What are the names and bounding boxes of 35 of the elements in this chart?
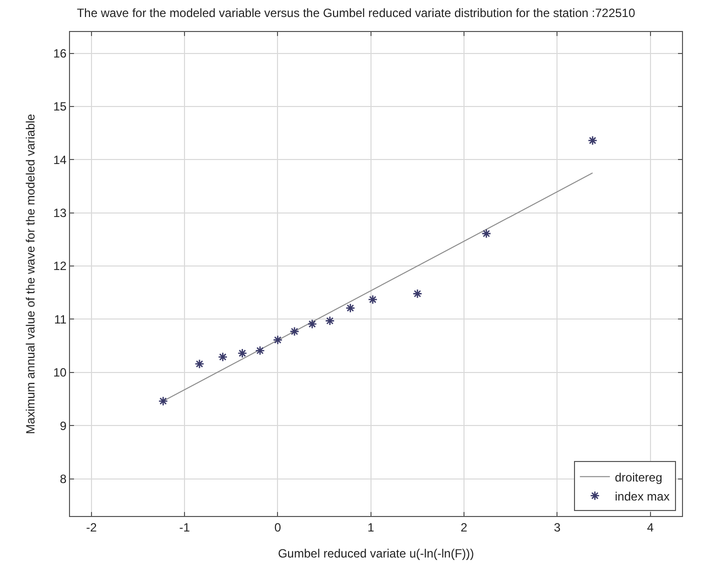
point bbox=[158, 396, 168, 406]
x-tick-label: 1 bbox=[368, 520, 375, 534]
x-axis-title: Gumbel reduced variate u(-ln(-ln(F))) bbox=[278, 546, 474, 560]
y-tick-label: 9 bbox=[60, 418, 67, 433]
point bbox=[290, 326, 300, 336]
y-axis-title: Maximum annual value of the wave for the modeled variable bbox=[24, 114, 38, 434]
legend-label: droitereg bbox=[614, 470, 662, 484]
point bbox=[346, 303, 356, 313]
y-tick-label: 16 bbox=[53, 46, 67, 60]
point bbox=[368, 294, 378, 304]
point bbox=[307, 319, 318, 329]
point bbox=[194, 359, 204, 369]
point bbox=[588, 136, 598, 146]
y-tick-label: 8 bbox=[60, 472, 67, 486]
x-tick-label: -2 bbox=[86, 520, 98, 534]
x-tick-label: 0 bbox=[274, 520, 282, 534]
y-tick-label: 12 bbox=[53, 259, 67, 274]
x-tick-label: 3 bbox=[554, 520, 561, 534]
point bbox=[218, 352, 228, 362]
point bbox=[412, 288, 422, 299]
point bbox=[237, 348, 248, 358]
y-tick-label: 11 bbox=[54, 312, 67, 326]
y-tick-label: 13 bbox=[53, 206, 67, 220]
x-tick-label: 4 bbox=[646, 520, 654, 534]
y-tick-label: 15 bbox=[53, 100, 67, 114]
x-tick-label: -1 bbox=[179, 520, 190, 534]
point bbox=[325, 316, 335, 326]
point bbox=[255, 346, 265, 356]
point bbox=[272, 335, 283, 345]
x-tick-label: 2 bbox=[460, 520, 468, 534]
point bbox=[482, 228, 492, 238]
y-tick-label: 10 bbox=[53, 366, 67, 380]
legend-label: index max bbox=[614, 489, 670, 504]
chart-title: The wave for the modeled variable versus the Gumbel reduced variate distribution for the station :722510 bbox=[76, 6, 636, 20]
y-tick-label: 14 bbox=[53, 152, 67, 167]
